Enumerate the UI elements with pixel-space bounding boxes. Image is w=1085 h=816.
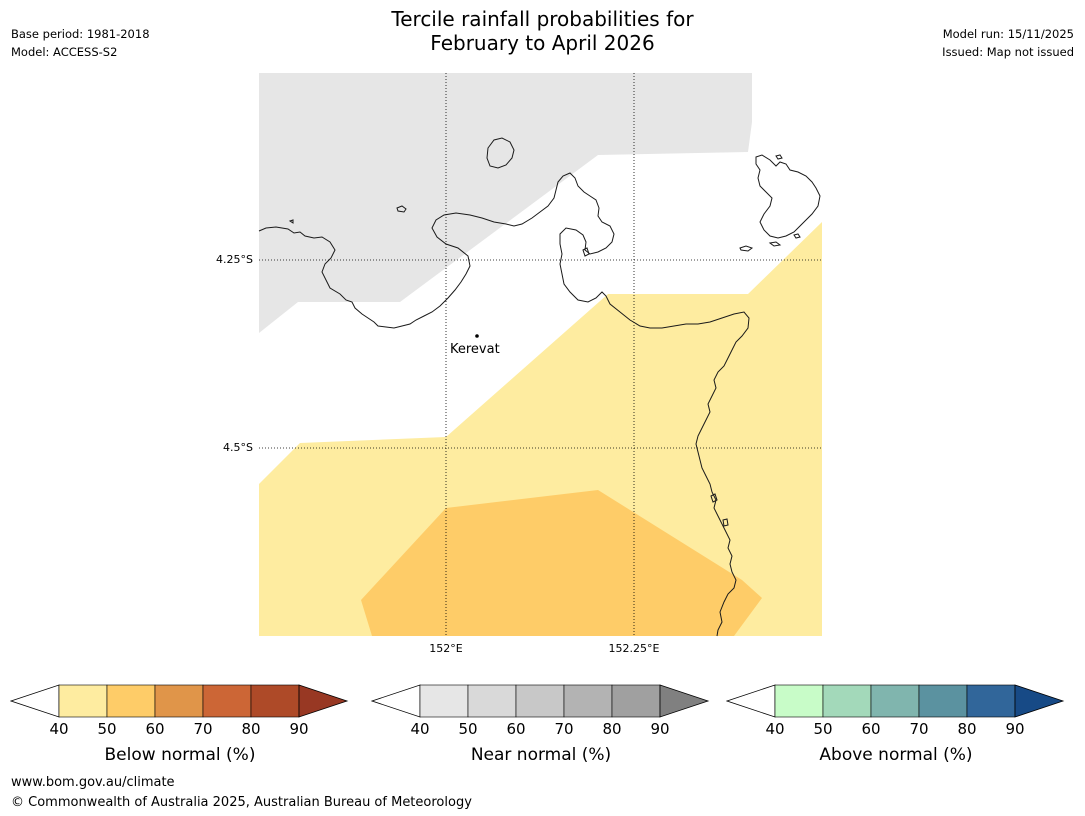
near-normal-region [259,73,752,333]
footer-url[interactable]: www.bom.gov.au/climate [11,775,175,790]
above-under-arrow [725,684,776,718]
below-swatch [58,684,108,718]
above-swatch [822,684,872,718]
near-swatch [563,684,613,718]
islet-4 [739,245,754,252]
near-swatch [611,684,661,718]
model-text: Model: ACCESS-S2 [11,45,118,59]
colorbar-above-normal: 40 50 60 70 80 90 Above normal (%) [725,680,1066,780]
near-swatch [467,684,517,718]
coastline [258,137,821,637]
colorbar-tick: 80 [602,720,622,738]
islet-3 [582,247,590,257]
lon-label-152: 152°E [429,642,463,655]
islet-8 [710,493,718,503]
base-period-text: Base period: 1981-2018 [11,27,150,41]
colorbar-below-normal-bar [9,684,349,718]
island-north [486,137,515,169]
islet-2 [288,219,294,224]
colorbar-tick: 70 [193,720,213,738]
below-normal-40-50-region [259,222,822,636]
footer-copyright: © Commonwealth of Australia 2025, Austra… [11,795,472,810]
kerevat-marker [475,334,479,338]
below-over-arrow [298,684,349,718]
title-line-1: Tercile rainfall probabilities for [391,7,694,31]
below-swatch [106,684,156,718]
islet-5 [768,241,782,247]
colorbar-tick: 90 [1005,720,1025,738]
issued-text: Issued: Map not issued [942,45,1074,59]
lon-label-152-25: 152.25°E [608,642,660,655]
colorbar-tick: 70 [554,720,574,738]
above-swatch [870,684,920,718]
colorbar-tick: 70 [909,720,929,738]
below-swatch [250,684,300,718]
colorbar-tick: 50 [813,720,833,738]
below-swatch [202,684,252,718]
colorbar-tick: 60 [145,720,165,738]
colorbar-tick: 60 [506,720,526,738]
lat-label-4-25: 4.25°S [216,253,253,266]
colorbar-tick: 50 [458,720,478,738]
colorbar-above-normal-bar [725,684,1065,718]
near-swatch [419,684,469,718]
title-line-2: February to April 2026 [430,31,655,55]
place-label-kerevat: Kerevat [450,342,500,357]
colorbar-tick: 40 [49,720,69,738]
meta-right: Model run: 15/11/2025 Issued: Map not is… [942,25,1074,61]
colorbar-tick: 60 [861,720,881,738]
below-normal-50-60-region [361,490,762,636]
graticule [259,73,822,636]
map-title: Tercile rainfall probabilities for Febru… [0,7,1085,55]
islet-9 [722,518,729,527]
above-over-arrow [1014,684,1065,718]
colorbar-below-normal-label: Below normal (%) [104,745,256,765]
lat-label-4-5: 4.5°S [223,441,253,454]
near-over-arrow [659,684,710,718]
model-run-text: Model run: 15/11/2025 [942,27,1074,41]
colorbar-tick: 40 [410,720,430,738]
islet-7 [775,154,783,160]
duke-of-york-islands [755,154,821,239]
colorbar-near-normal-bar [370,684,710,718]
colorbar-tick: 40 [765,720,785,738]
near-swatch [515,684,565,718]
meta-left: Base period: 1981-2018 Model: ACCESS-S2 [11,25,150,61]
above-swatch [774,684,824,718]
below-under-arrow [9,684,60,718]
near-under-arrow [370,684,421,718]
above-swatch [966,684,1016,718]
islet-1 [396,205,407,213]
colorbar-near-normal: 40 50 60 70 80 90 Near normal (%) [370,680,711,780]
colorbar-tick: 50 [97,720,117,738]
colorbar-tick: 80 [241,720,261,738]
colorbar-tick: 80 [957,720,977,738]
islet-6 [793,233,801,239]
above-swatch [918,684,968,718]
colorbar-above-normal-label: Above normal (%) [819,745,973,765]
colorbar-below-normal: 40 50 60 70 80 90 Below normal (%) [9,680,350,780]
colorbar-tick: 90 [650,720,670,738]
below-swatch [154,684,204,718]
colorbar-tick: 90 [289,720,309,738]
coastline-western-land [258,172,750,637]
colorbar-near-normal-label: Near normal (%) [470,745,612,765]
